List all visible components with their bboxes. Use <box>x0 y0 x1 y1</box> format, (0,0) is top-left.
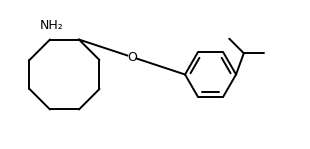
Text: O: O <box>127 51 137 63</box>
Text: NH₂: NH₂ <box>40 19 64 32</box>
